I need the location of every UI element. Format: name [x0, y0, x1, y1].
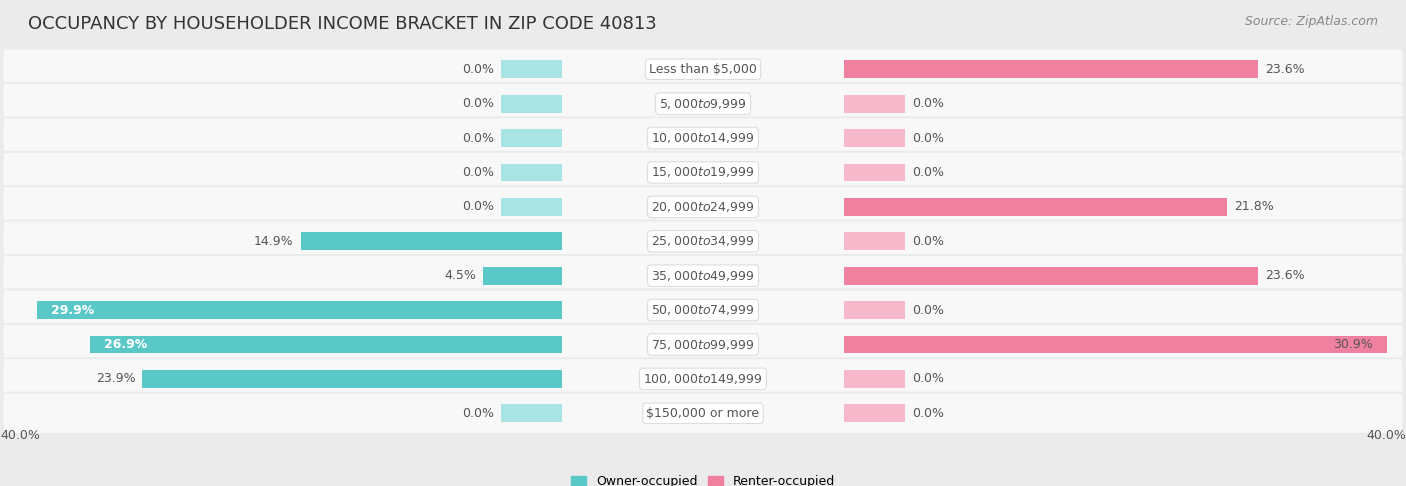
Bar [844, 267, 1258, 285]
Text: Source: ZipAtlas.com: Source: ZipAtlas.com [1244, 15, 1378, 28]
Text: 14.9%: 14.9% [254, 235, 294, 248]
Bar [844, 95, 905, 113]
FancyBboxPatch shape [3, 290, 1403, 331]
Text: 0.0%: 0.0% [912, 372, 945, 385]
FancyBboxPatch shape [3, 358, 1403, 399]
Bar [37, 301, 562, 319]
Text: $100,000 to $149,999: $100,000 to $149,999 [644, 372, 762, 386]
Bar [844, 163, 905, 181]
Text: $5,000 to $9,999: $5,000 to $9,999 [659, 97, 747, 111]
Bar [844, 60, 1258, 78]
Text: 40.0%: 40.0% [0, 429, 39, 442]
Text: 0.0%: 0.0% [912, 407, 945, 420]
Bar [501, 95, 562, 113]
FancyBboxPatch shape [3, 186, 1403, 227]
Text: 0.0%: 0.0% [912, 166, 945, 179]
Text: 40.0%: 40.0% [1367, 429, 1406, 442]
FancyBboxPatch shape [3, 152, 1403, 193]
Text: 0.0%: 0.0% [461, 200, 494, 213]
Bar [501, 60, 562, 78]
Bar [142, 370, 562, 388]
Text: 0.0%: 0.0% [912, 132, 945, 144]
Text: 23.6%: 23.6% [1265, 269, 1305, 282]
Text: 4.5%: 4.5% [444, 269, 477, 282]
Text: 0.0%: 0.0% [912, 235, 945, 248]
Text: 0.0%: 0.0% [912, 97, 945, 110]
FancyBboxPatch shape [3, 49, 1403, 90]
Text: 0.0%: 0.0% [912, 304, 945, 316]
Text: 21.8%: 21.8% [1234, 200, 1274, 213]
Bar [501, 404, 562, 422]
Text: 26.9%: 26.9% [104, 338, 148, 351]
Text: $25,000 to $34,999: $25,000 to $34,999 [651, 234, 755, 248]
Text: 30.9%: 30.9% [1333, 338, 1372, 351]
Legend: Owner-occupied, Renter-occupied: Owner-occupied, Renter-occupied [567, 470, 839, 486]
Bar [844, 370, 905, 388]
Text: Less than $5,000: Less than $5,000 [650, 63, 756, 76]
FancyBboxPatch shape [3, 324, 1403, 365]
Text: 0.0%: 0.0% [461, 97, 494, 110]
Bar [501, 129, 562, 147]
Text: 23.6%: 23.6% [1265, 63, 1305, 76]
FancyBboxPatch shape [3, 83, 1403, 124]
Text: 29.9%: 29.9% [51, 304, 94, 316]
Text: $75,000 to $99,999: $75,000 to $99,999 [651, 337, 755, 351]
Bar [501, 163, 562, 181]
Text: $150,000 or more: $150,000 or more [647, 407, 759, 420]
Text: 23.9%: 23.9% [96, 372, 135, 385]
Bar [844, 232, 905, 250]
Bar [90, 335, 562, 353]
Bar [484, 267, 562, 285]
Text: $15,000 to $19,999: $15,000 to $19,999 [651, 165, 755, 179]
Bar [844, 198, 1227, 216]
Text: $50,000 to $74,999: $50,000 to $74,999 [651, 303, 755, 317]
Bar [301, 232, 562, 250]
FancyBboxPatch shape [3, 221, 1403, 262]
Bar [844, 301, 905, 319]
Text: 0.0%: 0.0% [461, 63, 494, 76]
Text: $10,000 to $14,999: $10,000 to $14,999 [651, 131, 755, 145]
Text: 0.0%: 0.0% [461, 166, 494, 179]
FancyBboxPatch shape [3, 393, 1403, 434]
Text: 0.0%: 0.0% [461, 407, 494, 420]
FancyBboxPatch shape [3, 255, 1403, 296]
Bar [844, 335, 1386, 353]
Bar [844, 129, 905, 147]
Bar [501, 198, 562, 216]
Text: 0.0%: 0.0% [461, 132, 494, 144]
Text: $20,000 to $24,999: $20,000 to $24,999 [651, 200, 755, 214]
Bar [844, 404, 905, 422]
FancyBboxPatch shape [3, 118, 1403, 159]
Text: $35,000 to $49,999: $35,000 to $49,999 [651, 269, 755, 283]
Text: OCCUPANCY BY HOUSEHOLDER INCOME BRACKET IN ZIP CODE 40813: OCCUPANCY BY HOUSEHOLDER INCOME BRACKET … [28, 15, 657, 33]
